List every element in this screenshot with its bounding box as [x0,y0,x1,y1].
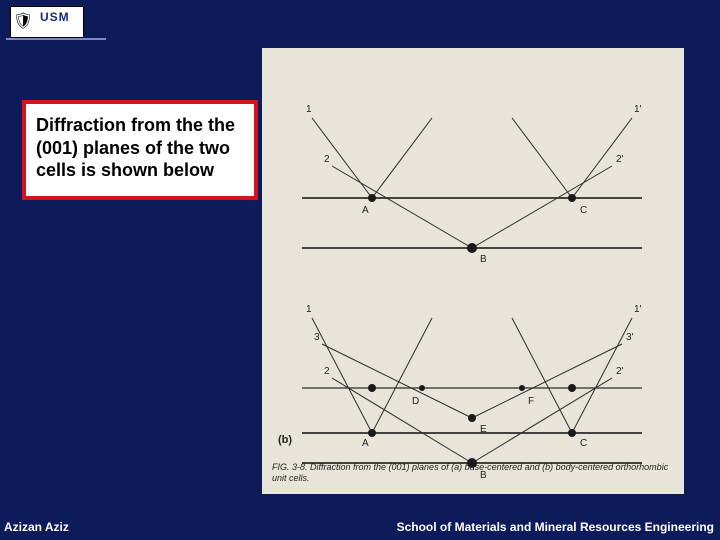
footer-school: School of Materials and Mineral Resource… [397,520,714,534]
slide: 🛡 USM Diffraction from the the (001) pla… [0,0,720,540]
svg-text:A: A [362,438,369,449]
svg-text:1': 1' [634,104,642,115]
svg-text:2: 2 [324,366,330,377]
footer-author: Azizan Aziz [4,520,69,534]
svg-text:A: A [362,205,369,216]
header-bar: 🛡 USM [0,0,720,46]
diffraction-diagram: 11'22'ACB11'33'22'ACDFEB [262,48,684,494]
svg-text:3': 3' [626,332,634,343]
svg-text:1': 1' [634,304,642,315]
svg-text:1: 1 [306,304,312,315]
svg-text:2': 2' [616,366,624,377]
svg-text:C: C [580,438,587,449]
svg-text:F: F [528,396,534,407]
crest-icon: 🛡 [10,6,36,36]
header-underline [6,38,106,40]
svg-text:B: B [480,254,487,265]
logo-text: USM [40,10,70,24]
caption-text: Diffraction from the the (001) planes of… [36,114,244,182]
svg-text:3: 3 [314,332,320,343]
caption-textbox: Diffraction from the the (001) planes of… [22,100,258,200]
figure-caption: FIG. 3-8. Diffraction from the (001) pla… [272,462,672,484]
svg-text:2': 2' [616,154,624,165]
svg-text:2: 2 [324,154,330,165]
svg-text:D: D [412,396,419,407]
figure-label-b: (b) [278,434,292,446]
svg-text:E: E [480,424,487,435]
svg-text:C: C [580,205,587,216]
svg-text:1: 1 [306,104,312,115]
figure-area: 11'22'ACB11'33'22'ACDFEB [262,48,684,494]
